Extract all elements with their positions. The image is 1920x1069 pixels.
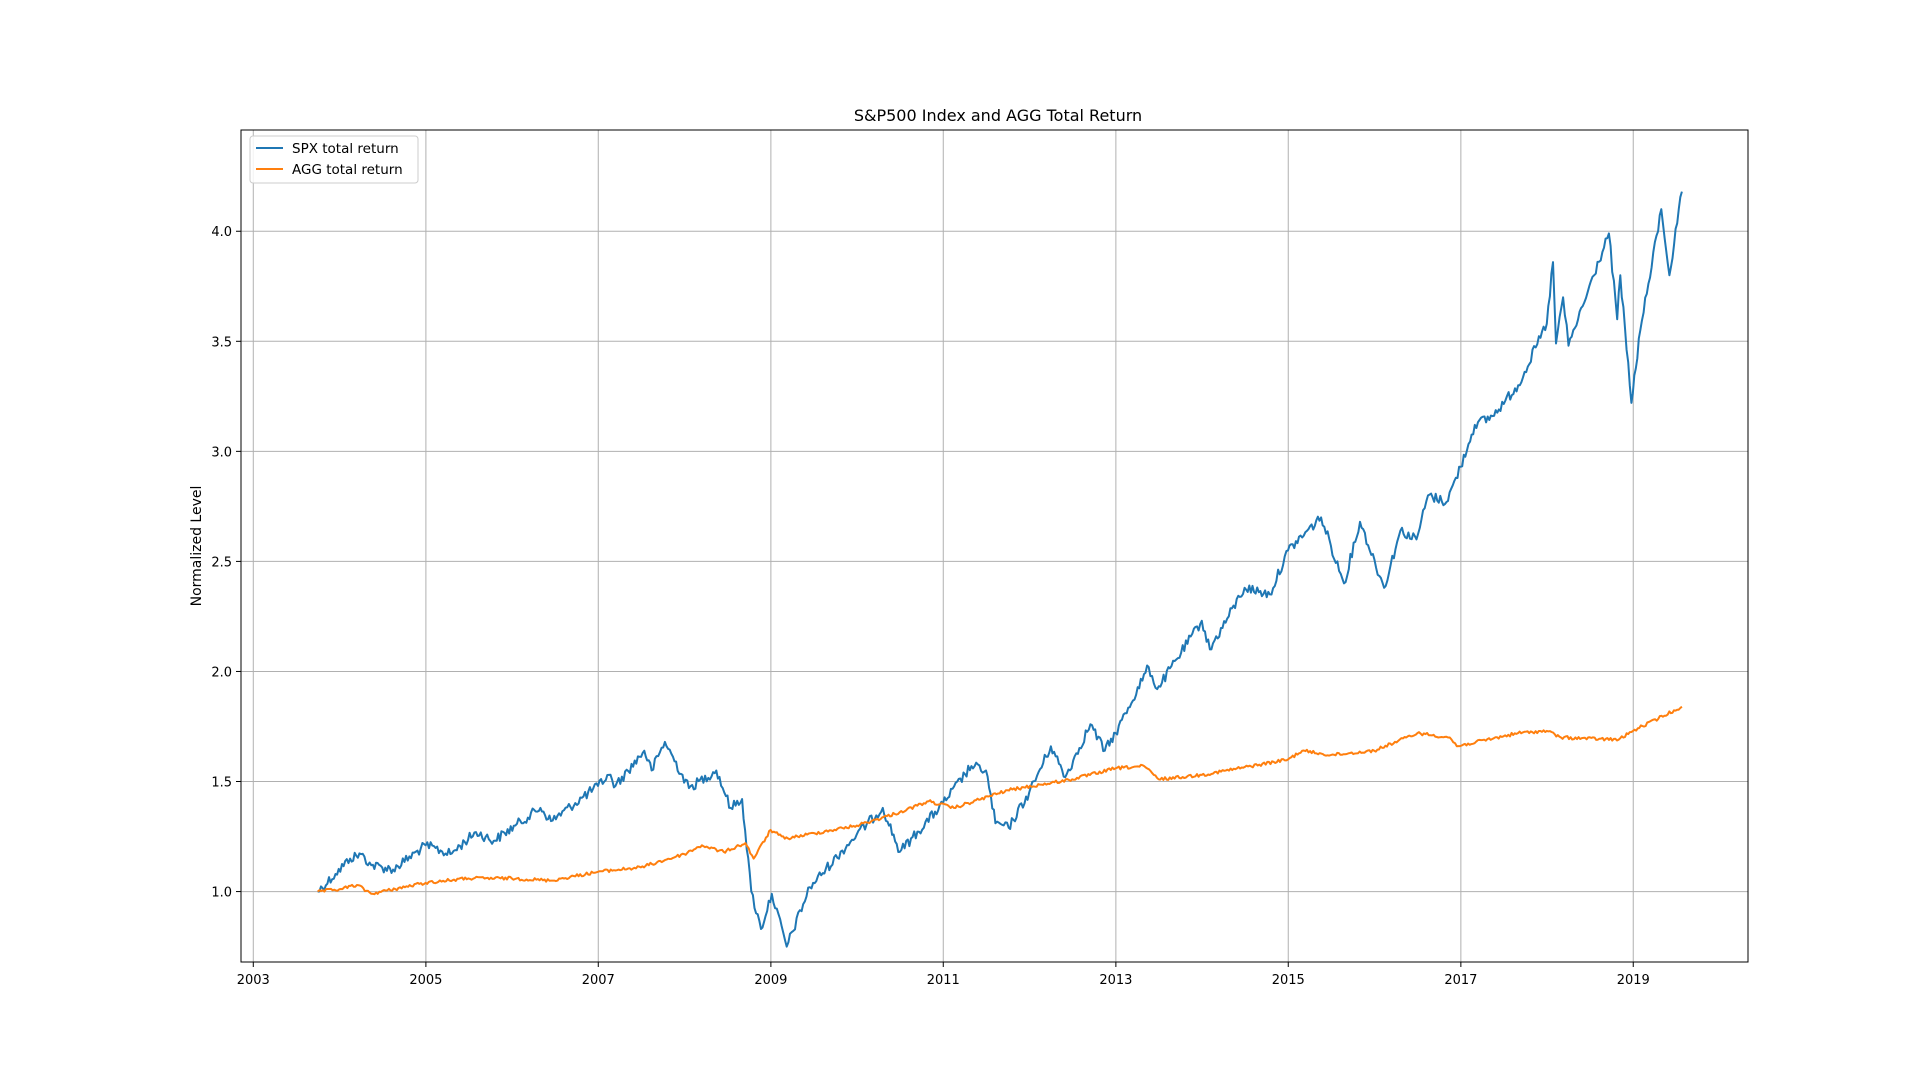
y-tick-label: 3.0 [211, 445, 232, 460]
y-axis: 1.0 1.5 2.0 2.5 3.0 3.5 4.0 [211, 225, 241, 901]
x-axis: 2003 2005 2007 2009 2011 2013 2015 2017 2019 [237, 962, 1650, 988]
y-tick-label: 1.0 [211, 886, 232, 901]
chart-title: S&P500 Index and AGG Total Return [854, 106, 1142, 125]
series-line-spx [317, 191, 1683, 948]
y-axis-label: Normalized Level [189, 486, 205, 607]
legend-box [249, 135, 419, 184]
x-tick-label: 2005 [409, 973, 442, 988]
y-tick-label: 2.0 [211, 665, 232, 680]
y-tick-label: 1.5 [211, 776, 232, 791]
legend-label: AGG total return [292, 162, 403, 178]
legend: SPX total return AGG total return [249, 135, 419, 184]
x-tick-label: 2017 [1444, 973, 1477, 988]
x-tick-label: 2003 [237, 973, 270, 988]
grid [241, 130, 1748, 962]
y-tick-label: 4.0 [211, 225, 232, 240]
y-tick-label: 2.5 [211, 555, 232, 570]
x-tick-label: 2019 [1617, 973, 1650, 988]
x-tick-label: 2007 [582, 973, 615, 988]
x-tick-label: 2011 [927, 973, 960, 988]
y-tick-label: 3.5 [211, 335, 232, 350]
legend-label: SPX total return [292, 141, 399, 157]
series-line-agg [317, 705, 1683, 896]
plot-frame [240, 129, 1749, 963]
x-tick-label: 2015 [1272, 973, 1305, 988]
x-tick-label: 2009 [754, 973, 787, 988]
series-layer [317, 191, 1683, 948]
x-tick-label: 2013 [1099, 973, 1132, 988]
